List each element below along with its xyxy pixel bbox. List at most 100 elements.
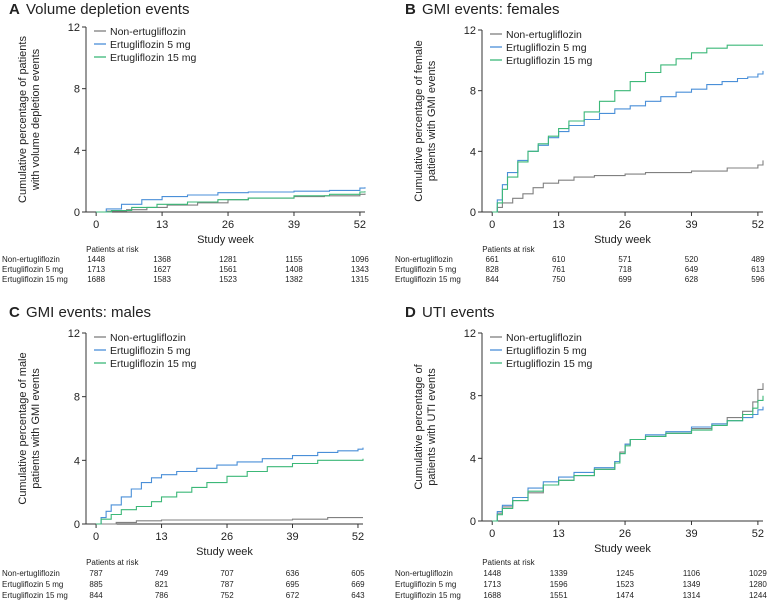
risk-value: 643 xyxy=(351,591,365,600)
risk-value: 1096 xyxy=(351,255,369,264)
risk-row-label: Non-ertugliflozin xyxy=(2,569,60,578)
legend-entry: Ertugliflozin 15 mg xyxy=(110,358,197,370)
risk-value: 1339 xyxy=(550,569,568,578)
risk-value: 596 xyxy=(751,275,765,284)
panel-a: A Volume depletion events 0 4 8 12 0 13 26 39 52 St… xyxy=(2,1,369,284)
risk-value: 828 xyxy=(486,265,500,274)
x-tick-label: 39 xyxy=(288,219,300,231)
risk-value: 489 xyxy=(751,255,765,264)
y-axis-label: Cumulative percentage of femalepatients … xyxy=(413,40,438,201)
risk-value: 1368 xyxy=(153,255,171,264)
legend-entry: Ertugliflozin 5 mg xyxy=(110,345,191,357)
y-axis-label-line: patients with GMI events xyxy=(30,368,42,489)
risk-value: 1523 xyxy=(219,275,237,284)
risk-value: 1474 xyxy=(616,591,634,600)
panel-title: GMI events: males xyxy=(26,304,151,321)
risk-value: 718 xyxy=(618,265,632,274)
y-axis-label-line: Cumulative percentage of xyxy=(413,363,425,489)
risk-row-label: Ertugliflozin 15 mg xyxy=(395,591,461,600)
risk-value: 1448 xyxy=(87,255,105,264)
risk-row-label: Ertugliflozin 5 mg xyxy=(395,580,456,589)
y-tick-label: 12 xyxy=(464,328,476,340)
risk-value: 1688 xyxy=(483,591,501,600)
risk-value: 1561 xyxy=(219,265,237,274)
risk-value: 1382 xyxy=(285,275,303,284)
x-tick-label: 13 xyxy=(553,528,565,540)
x-tick-label: 52 xyxy=(752,528,764,540)
legend-entry: Ertugliflozin 15 mg xyxy=(110,52,197,64)
y-tick-label: 8 xyxy=(74,392,80,404)
x-axis-label: Study week xyxy=(594,543,651,555)
risk-value: 1448 xyxy=(483,569,501,578)
risk-row-label: Ertugliflozin 15 mg xyxy=(2,275,68,284)
risk-row-label: Ertugliflozin 5 mg xyxy=(2,580,63,589)
risk-value: 1280 xyxy=(749,580,767,589)
y-axis-label-line: with volume depletion events xyxy=(30,48,42,191)
risk-value: 699 xyxy=(618,275,632,284)
y-tick-label: 0 xyxy=(470,516,476,528)
risk-value: 844 xyxy=(89,591,103,600)
risk-value: 610 xyxy=(552,255,566,264)
risk-value: 1713 xyxy=(87,265,105,274)
panel-d: D UTI events 0 4 8 12 0 13 26 39 52 Study week Cumul… xyxy=(395,304,767,600)
series-line-1 xyxy=(96,517,363,525)
risk-value: 1596 xyxy=(550,580,568,589)
y-axis-label-line: Cumulative percentage of patients xyxy=(17,36,29,203)
series-line-1 xyxy=(492,160,764,213)
panel-title: UTI events xyxy=(422,304,495,321)
y-axis-label: Cumulative percentage ofpatients with UT… xyxy=(413,363,438,489)
series-line-1 xyxy=(492,383,764,522)
risk-value: 750 xyxy=(552,275,566,284)
x-tick-label: 26 xyxy=(222,219,234,231)
x-tick-label: 26 xyxy=(619,219,631,231)
risk-value: 661 xyxy=(486,255,500,264)
panel-letter: B xyxy=(405,1,416,18)
x-tick-label: 39 xyxy=(685,219,697,231)
risk-value: 571 xyxy=(618,255,632,264)
x-tick-label: 52 xyxy=(354,219,366,231)
x-tick-label: 0 xyxy=(489,219,495,231)
risk-value: 1315 xyxy=(351,275,369,284)
legend-entry: Ertugliflozin 15 mg xyxy=(506,55,593,67)
panel-b: B GMI events: females 0 4 8 12 0 13 26 39 52 Study … xyxy=(395,1,765,284)
x-tick-label: 13 xyxy=(155,531,167,543)
risk-value: 1106 xyxy=(683,569,701,578)
risk-value: 761 xyxy=(552,265,566,274)
y-tick-label: 8 xyxy=(470,86,476,98)
x-axis-label: Study week xyxy=(594,234,651,246)
risk-value: 1343 xyxy=(351,265,369,274)
risk-table-header: Patients at risk xyxy=(482,245,535,254)
legend-entry: Non-ertugliflozin xyxy=(506,29,582,41)
risk-row-label: Non-ertugliflozin xyxy=(395,569,453,578)
panel-letter: D xyxy=(405,304,416,321)
risk-value: 1713 xyxy=(483,580,501,589)
risk-value: 520 xyxy=(685,255,699,264)
panel-letter: A xyxy=(9,1,20,18)
risk-row-label: Ertugliflozin 5 mg xyxy=(2,265,63,274)
risk-row-label: Non-ertugliflozin xyxy=(2,255,60,264)
x-axis-label: Study week xyxy=(197,234,254,246)
y-axis-label: Cumulative percentage of patientswith vo… xyxy=(17,36,42,203)
y-tick-label: 8 xyxy=(470,391,476,403)
risk-row-label: Non-ertugliflozin xyxy=(395,255,453,264)
risk-value: 752 xyxy=(220,591,234,600)
series-line-3 xyxy=(96,458,364,525)
series-line-3 xyxy=(492,44,763,213)
y-axis-label-line: Cumulative percentage of male xyxy=(17,352,29,504)
legend-entry: Ertugliflozin 15 mg xyxy=(506,358,593,370)
risk-value: 695 xyxy=(286,580,300,589)
x-tick-label: 13 xyxy=(156,219,168,231)
x-tick-label: 26 xyxy=(221,531,233,543)
risk-table-header: Patients at risk xyxy=(482,558,535,567)
risk-value: 672 xyxy=(286,591,300,600)
y-axis-label: Cumulative percentage of malepatients wi… xyxy=(17,352,42,504)
risk-value: 749 xyxy=(155,569,169,578)
risk-value: 1688 xyxy=(87,275,105,284)
risk-value: 605 xyxy=(351,569,365,578)
risk-value: 786 xyxy=(155,591,169,600)
risk-value: 787 xyxy=(220,580,234,589)
y-tick-label: 0 xyxy=(470,207,476,219)
risk-value: 1245 xyxy=(616,569,634,578)
risk-table-header: Patients at risk xyxy=(86,245,139,254)
